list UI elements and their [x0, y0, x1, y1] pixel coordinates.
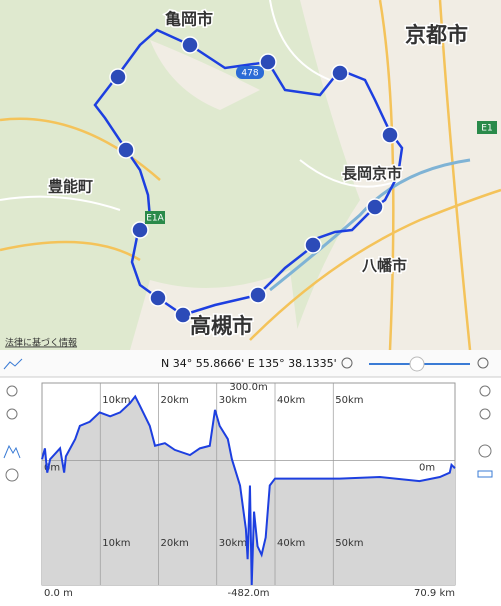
y-tick-label: 300.0m [229, 382, 267, 393]
city-label: 八幡市 [361, 257, 407, 275]
coordinates: N 34° 55.8666' E 135° 38.1335' [161, 357, 337, 370]
zoom-in[interactable] [477, 357, 489, 369]
y-tick-label: 0m [419, 462, 435, 473]
city-label: 亀岡市 [165, 10, 213, 29]
waypoint[interactable] [249, 286, 267, 304]
road-badge-label: E1 [481, 124, 492, 134]
road-badge [236, 66, 264, 79]
area-fill [42, 396, 455, 585]
map: 478 E1A E1 亀岡市 京都市 長岡京市 豊能町 八幡市 高槻市 法律に基… [0, 0, 501, 351]
zoom-in[interactable] [479, 385, 491, 397]
river [269, 158, 471, 292]
road [0, 0, 501, 351]
elevation-chart: 0.0 m 10km 10km 20km 20km 30km 30km 40km 40km 50k… [41, 382, 456, 599]
waypoint[interactable] [131, 221, 149, 239]
waypoint[interactable] [117, 141, 135, 159]
zoom-out[interactable] [479, 408, 491, 420]
waypoint[interactable] [174, 306, 192, 324]
x-tick-label: 50km [335, 538, 363, 549]
x-tick-label: 20km [161, 538, 189, 549]
legal-link[interactable]: 法律に基づく情報 [5, 337, 77, 349]
x-tick-label: 40km [277, 538, 305, 549]
timer-icon[interactable] [478, 444, 492, 458]
y-tick-label: -482.0m [228, 588, 270, 599]
x-tick-label: 30km [219, 538, 247, 549]
x-tick-label: 30km [219, 395, 247, 406]
city-label: 高槻市 [190, 314, 253, 338]
profile-icon[interactable] [3, 358, 23, 370]
waypoints [109, 36, 399, 324]
city-label: 豊能町 [48, 178, 93, 196]
waypoint[interactable] [109, 68, 127, 86]
x-tick-label: 40km [277, 395, 305, 406]
x-tick-label: 50km [335, 395, 363, 406]
x-tick-label: 10km [102, 395, 130, 406]
x-tick-label: 10km [102, 538, 130, 549]
gauge-icon[interactable] [5, 468, 19, 482]
y-tick-label: 0m [44, 462, 60, 473]
road-badge-label: E1A [146, 214, 164, 224]
road-badge [477, 121, 497, 134]
mountain-icon[interactable] [3, 444, 21, 459]
road [0, 0, 401, 211]
x-tick-label: 70.9 km [414, 588, 455, 599]
zoom-in[interactable] [6, 385, 18, 397]
zoom-out[interactable] [341, 357, 353, 369]
road-badge [145, 211, 165, 224]
waypoint[interactable] [149, 289, 167, 307]
zoom-out[interactable] [6, 408, 18, 420]
waypoint[interactable] [381, 126, 399, 144]
ruler-icon[interactable] [477, 470, 493, 478]
waypoint[interactable] [331, 64, 349, 82]
urban-area [150, 40, 260, 110]
waypoint[interactable] [181, 36, 199, 54]
road-badge-label: 478 [241, 69, 258, 79]
city-label: 京都市 [405, 23, 468, 47]
city-label: 長岡京市 [342, 165, 402, 183]
waypoint[interactable] [366, 198, 384, 216]
waypoint[interactable] [304, 236, 322, 254]
elevation-line [41, 394, 456, 586]
waypoint[interactable] [259, 53, 277, 71]
x-tick-label: 20km [161, 395, 189, 406]
x-tick-label: 0.0 m [44, 588, 73, 599]
slider-knob[interactable] [409, 356, 425, 372]
side-buttons [3, 385, 493, 482]
toolbar: N 34° 55.8666' E 135° 38.1335' [0, 350, 501, 378]
